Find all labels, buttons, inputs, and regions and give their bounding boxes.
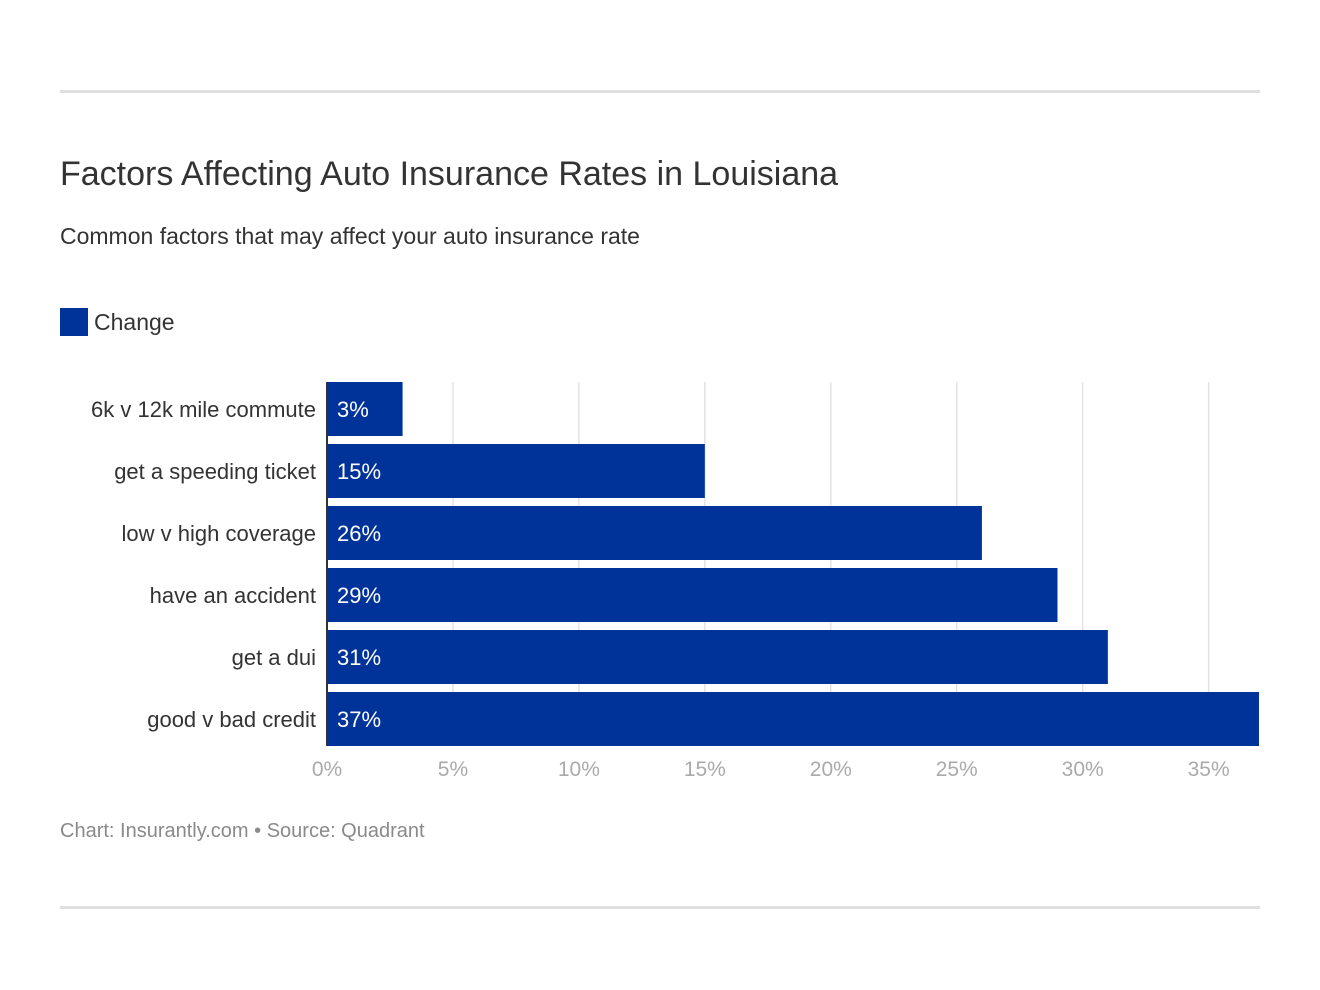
legend-label: Change (94, 308, 175, 335)
x-tick-label: 30% (1062, 758, 1104, 781)
legend-swatch (60, 308, 88, 336)
bar (327, 630, 1108, 684)
category-label: 6k v 12k mile commute (91, 397, 316, 422)
category-label: low v high coverage (122, 521, 316, 546)
x-tick-label: 10% (558, 758, 600, 781)
bottom-divider (60, 906, 1260, 909)
x-tick-label: 20% (810, 758, 852, 781)
data-label: 37% (337, 707, 381, 732)
chart-title: Factors Affecting Auto Insurance Rates i… (60, 155, 839, 193)
x-tick-label: 5% (438, 758, 468, 781)
data-label: 15% (337, 459, 381, 484)
data-label: 31% (337, 645, 381, 670)
data-label: 26% (337, 521, 381, 546)
category-label: get a dui (232, 645, 316, 670)
x-tick-label: 35% (1188, 758, 1230, 781)
bar (327, 568, 1058, 622)
legend: Change (60, 308, 175, 336)
x-tick-label: 15% (684, 758, 726, 781)
chart-footer: Chart: Insurantly.com • Source: Quadrant (60, 820, 425, 842)
data-label: 29% (337, 583, 381, 608)
category-label: good v bad credit (147, 707, 316, 732)
bar (327, 382, 403, 436)
bar (327, 506, 982, 560)
category-label: get a speeding ticket (114, 459, 316, 484)
category-label: have an accident (150, 583, 316, 608)
chart-subtitle: Common factors that may affect your auto… (60, 223, 640, 249)
bar (327, 444, 705, 498)
x-tick-label: 0% (312, 758, 342, 781)
x-tick-label: 25% (936, 758, 978, 781)
bar (327, 692, 1259, 746)
top-divider (60, 90, 1260, 93)
data-label: 3% (337, 397, 369, 422)
